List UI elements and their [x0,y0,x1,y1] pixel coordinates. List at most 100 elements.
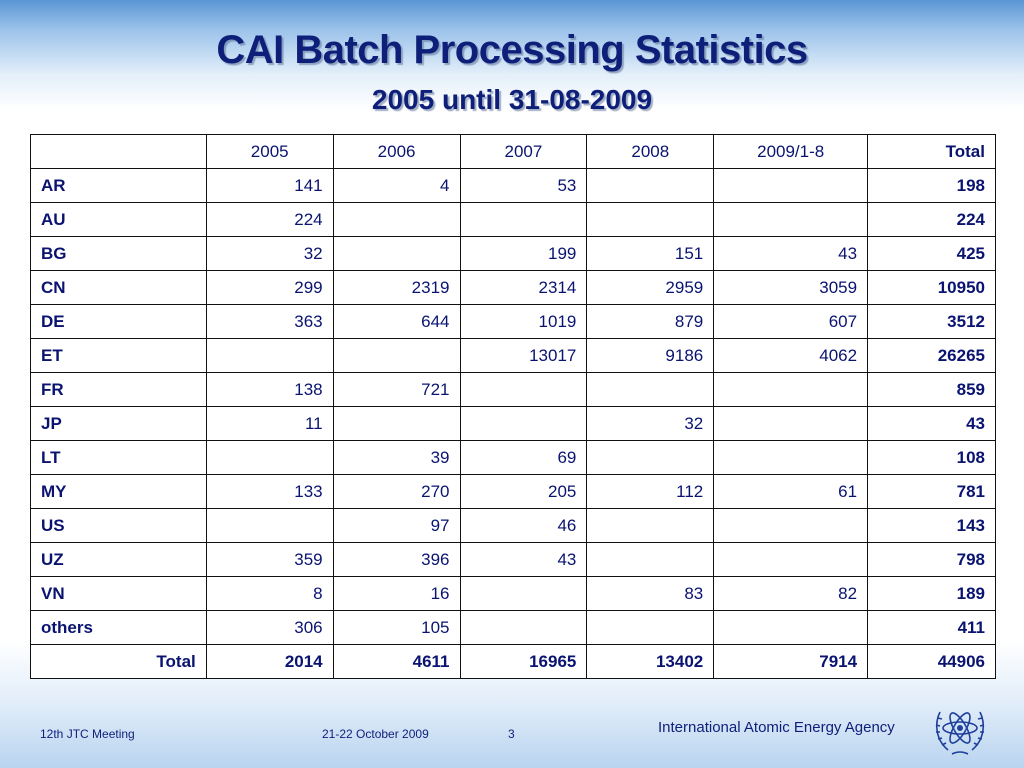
table-cell [459,372,588,407]
header-cell [30,134,207,169]
table-cell: 4 [332,168,461,203]
header-cell: Total [867,134,996,169]
table-row: ET 13017 9186 4062 26265 [30,338,996,373]
table-cell: 8 [205,576,334,611]
table-cell [713,542,869,577]
total-cell: 4611 [332,644,461,679]
row-total-cell: 859 [867,372,996,407]
row-total-cell: 189 [867,576,996,611]
footer-meeting: 12th JTC Meeting [40,727,135,741]
table-cell [459,202,588,237]
total-cell: 2014 [205,644,334,679]
row-label-cell: AR [30,168,207,203]
row-label-cell: ET [30,338,207,373]
table-cell: 2319 [332,270,461,305]
table-cell [713,610,869,645]
table-cell [713,168,869,203]
table-cell: 224 [205,202,334,237]
slide-title: CAI Batch Processing Statistics [216,28,808,72]
table-cell: 359 [205,542,334,577]
table-cell [586,372,715,407]
table-cell: 644 [332,304,461,339]
table-cell: 151 [586,236,715,271]
header-cell: 2009/1-8 [713,134,869,169]
table-cell: 396 [332,542,461,577]
table-cell [459,610,588,645]
row-total-cell: 26265 [867,338,996,373]
table-cell: 607 [713,304,869,339]
statistics-table: 2005 2006 2007 2008 2009/1-8 Total AR 141… [30,134,996,679]
table-row: LT 39 69 108 [30,440,996,475]
table-row: DE 363 644 1019 879 607 3512 [30,304,996,339]
table-cell [459,406,588,441]
row-label-cell: UZ [30,542,207,577]
table-cell: 879 [586,304,715,339]
header-cell: 2005 [205,134,334,169]
row-total-cell: 198 [867,168,996,203]
table-cell [586,202,715,237]
table-cell [332,338,461,373]
row-label-cell: JP [30,406,207,441]
table-cell [713,202,869,237]
table-cell [332,236,461,271]
table-cell [332,202,461,237]
table-cell: 97 [332,508,461,543]
total-cell: 44906 [867,644,996,679]
row-total-cell: 43 [867,406,996,441]
table-cell: 43 [459,542,588,577]
table-row: CN 299 2319 2314 2959 3059 10950 [30,270,996,305]
table-row: JP 11 32 43 [30,406,996,441]
table-cell: 199 [459,236,588,271]
table-cell [713,508,869,543]
table-cell: 39 [332,440,461,475]
table-cell: 9186 [586,338,715,373]
table-cell [205,440,334,475]
table-cell: 105 [332,610,461,645]
table-cell: 205 [459,474,588,509]
table-cell [332,406,461,441]
slide-subtitle: 2005 until 31-08-2009 [371,84,653,115]
total-cell: 16965 [459,644,588,679]
total-cell: 13402 [586,644,715,679]
row-total-cell: 143 [867,508,996,543]
row-label-cell: US [30,508,207,543]
row-label-cell: MY [30,474,207,509]
table-cell: 43 [713,236,869,271]
table-row: US 97 46 143 [30,508,996,543]
table-cell: 53 [459,168,588,203]
table-row: AU 224 224 [30,202,996,237]
row-total-cell: 3512 [867,304,996,339]
table-cell [586,542,715,577]
iaea-logo-icon [935,711,985,755]
row-label-cell: AU [30,202,207,237]
table-row: others 306 105 411 [30,610,996,645]
row-total-cell: 108 [867,440,996,475]
table-cell: 13017 [459,338,588,373]
header-cell: 2007 [459,134,588,169]
footer-date: 21-22 October 2009 [322,727,429,741]
table-cell [713,406,869,441]
table-cell: 141 [205,168,334,203]
row-label-cell: LT [30,440,207,475]
table-cell: 82 [713,576,869,611]
table-cell [205,508,334,543]
table-cell: 112 [586,474,715,509]
table-cell: 32 [205,236,334,271]
table-cell [205,338,334,373]
table-cell: 46 [459,508,588,543]
row-total-cell: 781 [867,474,996,509]
row-label-cell: VN [30,576,207,611]
table-row: MY 133 270 205 112 61 781 [30,474,996,509]
row-total-cell: 224 [867,202,996,237]
total-label-cell: Total [30,644,207,679]
row-total-cell: 10950 [867,270,996,305]
table-cell: 306 [205,610,334,645]
table-cell: 16 [332,576,461,611]
table-cell: 1019 [459,304,588,339]
table-cell [586,440,715,475]
footer-page-number: 3 [508,727,515,741]
header-cell: 2006 [332,134,461,169]
table-cell: 4062 [713,338,869,373]
table-cell: 11 [205,406,334,441]
table-cell [713,440,869,475]
